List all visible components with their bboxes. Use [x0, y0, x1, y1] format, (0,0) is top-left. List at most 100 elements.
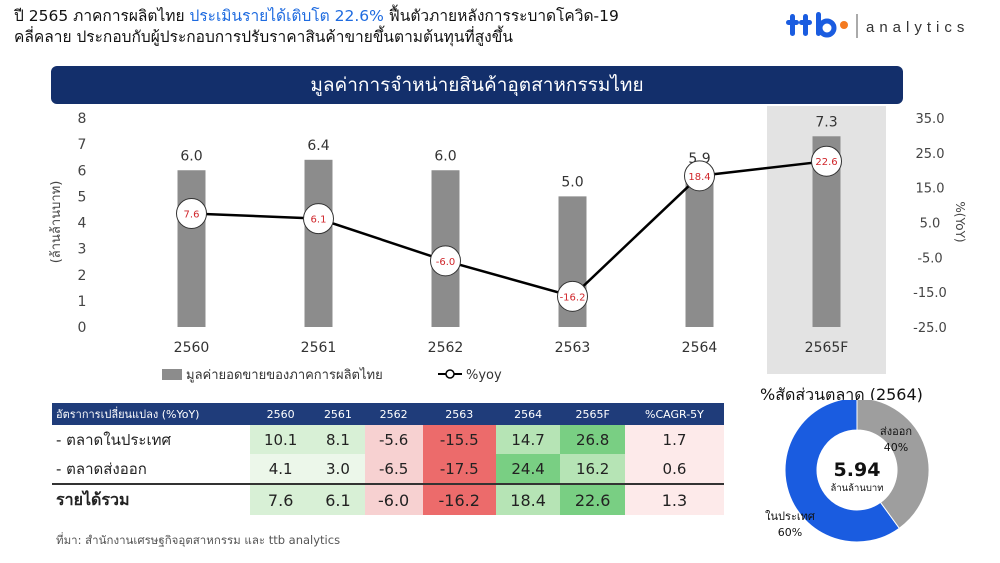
- yoy-point: [430, 245, 461, 277]
- y-tick-label: 8: [78, 111, 87, 127]
- yoy-point-label: 7.6: [184, 209, 200, 220]
- bar-2561: [304, 159, 333, 327]
- yoy-point-label: -6.0: [436, 257, 456, 268]
- chart-banner-title: มูลค่าการจำหน่ายสินค้าอุตสาหกรรมไทย: [51, 66, 903, 104]
- yoy-table: อัตราการเปลี่ยนแปลง (%YoY) 2560 2561 2562 25…: [52, 403, 724, 515]
- legend-bar-label: มูลค่ายอดขายของภาคการผลิตไทย: [186, 367, 383, 383]
- table-header-cell: 2562: [364, 403, 423, 425]
- bar-value-label: 5.0: [561, 174, 583, 190]
- yoy-point: [303, 203, 334, 235]
- table-cell: 8.1: [311, 425, 365, 454]
- legend-line-marker: [445, 369, 455, 379]
- header-line-1: ปี 2565 ภาคการผลิตไทย ประเมินรายได้เติบโ…: [14, 6, 774, 27]
- table-header-cell: %CAGR-5Y: [624, 403, 724, 425]
- table-cell: 26.8: [560, 425, 625, 454]
- ttb-analytics-logo: analytics: [786, 12, 969, 38]
- x-tick-label: 2565F: [805, 340, 849, 356]
- table-cell: 22.6: [560, 483, 625, 515]
- table-cell: 16.2: [560, 454, 625, 484]
- donut-segment-1: [856, 400, 930, 529]
- y-right-tick-label: 35.0: [916, 112, 945, 127]
- sales-chart: 0 1 2 3 4 5 6 7 8 -25.0 -15.0 -5.0 5.0 15.0 25.0 35.0 (ล…: [49, 106, 967, 383]
- table-cell: 1.7: [624, 425, 724, 454]
- table-cell: 24.4: [495, 454, 561, 484]
- yoy-point: [176, 197, 207, 229]
- yoy-point: [684, 160, 715, 192]
- bar-2560: [177, 170, 206, 327]
- y-tick-label: 0: [78, 320, 87, 336]
- y-right-tick-label: -25.0: [913, 321, 947, 336]
- donut-label-name: ในประเทศ: [765, 510, 815, 523]
- donut-center-value: 5.94: [834, 459, 881, 481]
- donut-title: %สัดส่วนตลาด (2564): [760, 385, 923, 404]
- header-text: ปี 2565 ภาคการผลิตไทย: [14, 7, 190, 25]
- yoy-point: [557, 280, 588, 312]
- x-tick-label: 2563: [555, 340, 591, 356]
- legend-line-label: %yoy: [466, 368, 502, 383]
- table-cell: -5.6: [364, 425, 423, 454]
- header-line-2: คลี่คลาย ประกอบกับผู้ประกอบการปรับราคาสิ…: [14, 28, 513, 46]
- y-tick-label: 3: [78, 242, 87, 258]
- table-cell: 7.6: [250, 483, 312, 515]
- row-label: รายได้รวม: [52, 483, 250, 515]
- bar-value-label: 6.4: [307, 138, 329, 154]
- y-tick-label: 6: [78, 163, 87, 179]
- donut-label-pct: 40%: [884, 441, 908, 454]
- x-tick-label: 2562: [428, 340, 464, 356]
- y-tick-label: 7: [78, 137, 87, 153]
- y-tick-label: 4: [78, 216, 87, 232]
- bar-value-label: 6.0: [180, 148, 202, 164]
- row-label: - ตลาดในประเทศ: [56, 430, 172, 449]
- x-tick-label: 2560: [174, 340, 210, 356]
- y-right-axis-title: %(YoY): [953, 201, 967, 242]
- yoy-point-label: 6.1: [311, 215, 327, 226]
- row-label: - ตลาดส่งออก: [56, 459, 147, 478]
- table-cell: 1.3: [624, 483, 724, 515]
- ttb-logo-mark: [786, 12, 848, 38]
- table-cell: -6.0: [364, 483, 423, 515]
- bar-value-label: 7.3: [815, 114, 837, 130]
- table-cell: 6.1: [311, 483, 365, 515]
- table-header-cell: อัตราการเปลี่ยนแปลง (%YoY): [52, 403, 250, 425]
- yoy-point-label: 18.4: [688, 172, 710, 183]
- table-cell: 18.4: [495, 483, 561, 515]
- y-axis-title: (ล้านล้านบาท): [49, 181, 64, 264]
- header-text: ฟื้นตัวภายหลังการระบาดโควิด-19: [383, 7, 619, 25]
- table-header-cell: 2565F: [560, 403, 625, 425]
- y-tick-label: 1: [78, 294, 87, 310]
- yoy-point: [811, 145, 842, 177]
- table-cell: -16.2: [422, 483, 496, 515]
- y-tick-label: 5: [78, 189, 87, 205]
- y-right-tick-label: -15.0: [913, 286, 947, 301]
- yoy-point-label: -16.2: [560, 292, 586, 303]
- table-cell: -6.5: [364, 454, 423, 484]
- x-tick-label: 2561: [301, 340, 337, 356]
- table-cell: 4.1: [250, 454, 312, 484]
- x-tick-label: 2564: [682, 340, 718, 356]
- donut-label-name: ส่งออก: [880, 425, 912, 438]
- donut-center-unit: ล้านล้านบาท: [831, 483, 884, 494]
- source-note: ที่มา: สำนักงานเศรษฐกิจอุตสาหกรรม และ tt…: [56, 533, 341, 547]
- table-cell: 10.1: [250, 425, 312, 454]
- bar-value-label: 6.0: [434, 148, 456, 164]
- logo-wordmark: analytics: [866, 19, 969, 36]
- table-header-row: อัตราการเปลี่ยนแปลง (%YoY) 2560 2561 2562 25…: [52, 403, 724, 425]
- table-row: - ตลาดในประเทศ 10.1 8.1 -5.6 -15.5 14.7 26.8 1.…: [52, 425, 724, 454]
- table-row: รายได้รวม 7.6 6.1 -6.0 -16.2 18.4 22.6 1.3: [52, 483, 724, 515]
- table-cell: 0.6: [624, 454, 724, 484]
- donut-segment-0: [784, 400, 901, 543]
- table-header-cell: 2561: [311, 403, 365, 425]
- table-header-cell: 2560: [250, 403, 312, 425]
- y-right-tick-label: 25.0: [916, 147, 945, 162]
- table-row: - ตลาดส่งออก 4.1 3.0 -6.5 -17.5 24.4 16.2 0.6: [52, 454, 724, 484]
- y-right-tick-label: 15.0: [916, 182, 945, 197]
- table-cell: -17.5: [422, 454, 496, 484]
- table-cell: -15.5: [422, 425, 496, 454]
- table-cell: 3.0: [311, 454, 365, 484]
- y-right-tick-label: -5.0: [917, 251, 942, 266]
- bar-2564: [685, 172, 714, 327]
- header-highlight: ประเมินรายได้เติบโต 22.6%: [189, 7, 384, 25]
- donut-label-pct: 60%: [778, 526, 802, 539]
- y-right-tick-label: 5.0: [920, 217, 941, 232]
